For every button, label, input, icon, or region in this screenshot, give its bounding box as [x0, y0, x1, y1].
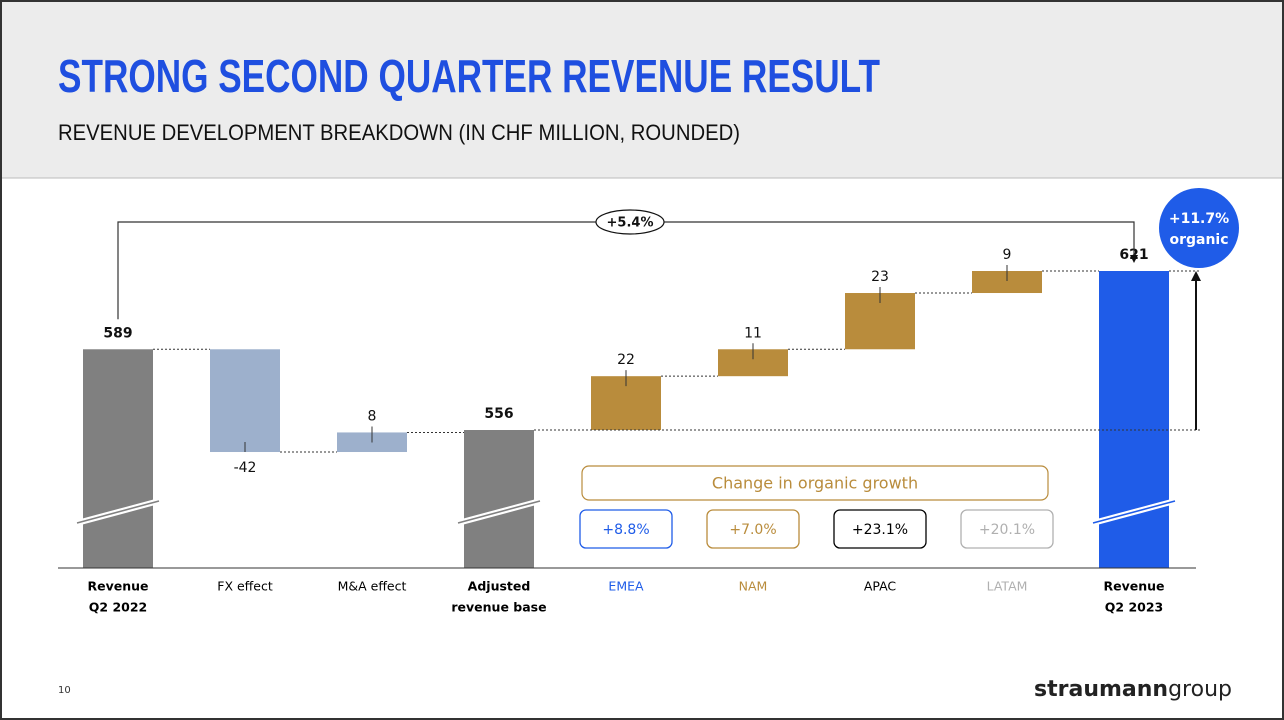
growth-value: +23.1%: [852, 522, 908, 538]
growth-box: [706, 509, 800, 549]
category-label: NAM: [739, 579, 768, 594]
growth-box: [833, 509, 927, 549]
subtitle: REVENUE DEVELOPMENT BREAKDOWN (IN CHF MI…: [58, 120, 740, 145]
value-label: 8: [368, 408, 377, 424]
organic-word: organic: [1169, 232, 1228, 248]
value-label: 23: [871, 269, 889, 285]
organic-value: +11.7%: [1169, 211, 1229, 227]
logo-bold: straumann: [1034, 677, 1168, 702]
value-label: 589: [103, 325, 132, 341]
category-label: FX effect: [217, 579, 273, 594]
growth-value: +7.0%: [729, 522, 776, 538]
organic-badge: [1159, 188, 1239, 268]
category-label: Revenue: [1103, 579, 1164, 594]
growth-box: [960, 509, 1054, 549]
value-label: -42: [234, 460, 257, 476]
category-label: APAC: [864, 579, 897, 594]
category-label: Adjusted: [468, 579, 531, 594]
growth-value: +20.1%: [979, 522, 1035, 538]
bracket-arrow: [1130, 255, 1138, 263]
value-label: 22: [617, 352, 635, 368]
bar: [210, 349, 280, 453]
value-label: 11: [744, 325, 762, 341]
bar: [464, 430, 534, 568]
header-band: [2, 2, 1282, 178]
value-label: 556: [484, 406, 513, 422]
axis-break-gap: [76, 500, 160, 524]
logo-light: group: [1168, 677, 1232, 702]
category-label: Q2 2022: [89, 600, 147, 615]
axis-break-gap: [457, 500, 541, 524]
growth-value: +8.8%: [602, 522, 649, 538]
title: STRONG SECOND QUARTER REVENUE RESULT: [58, 50, 880, 102]
growth-label: +5.4%: [607, 216, 654, 231]
category-label: Revenue: [87, 579, 148, 594]
category-label: M&A effect: [338, 579, 407, 594]
category-label: LATAM: [987, 579, 1028, 594]
category-label: revenue base: [451, 600, 546, 615]
organic-title: Change in organic growth: [712, 474, 918, 493]
bar: [83, 349, 153, 568]
page-number: 10: [58, 685, 71, 696]
organic-title-box: [581, 465, 1049, 501]
axis-break-gap: [1092, 500, 1176, 524]
growth-pill: [595, 209, 665, 235]
category-label: Q2 2023: [1105, 600, 1163, 615]
value-label: 9: [1003, 247, 1012, 263]
bar: [1099, 271, 1169, 568]
growth-box: [579, 509, 673, 549]
category-label: EMEA: [608, 579, 644, 594]
logo: straumanngroup: [1034, 677, 1232, 702]
bar: [972, 271, 1042, 294]
organic-arrowhead: [1191, 271, 1201, 281]
